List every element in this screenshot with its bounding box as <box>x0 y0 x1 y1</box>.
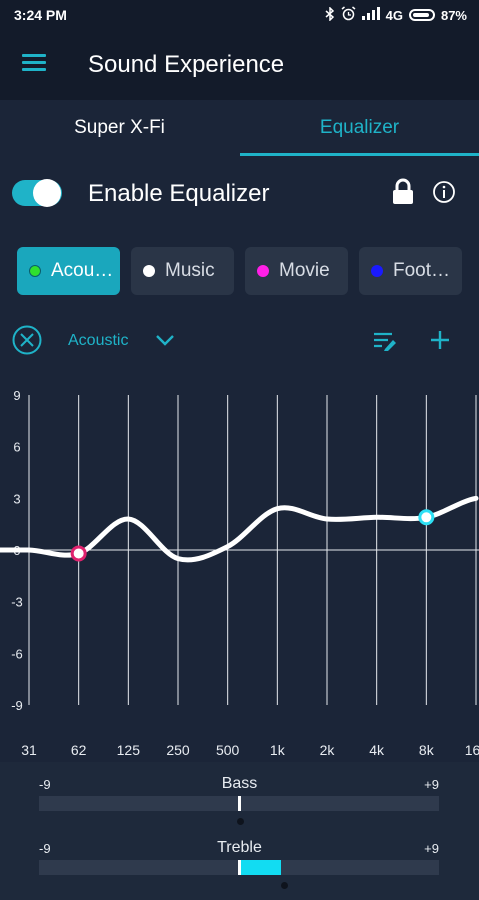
tone-slider-panel: -9 Bass +9 -9 Treble +9 <box>0 762 479 900</box>
preset-chip-movie[interactable]: Movie <box>245 247 348 295</box>
bass-max-label: +9 <box>424 777 439 792</box>
alarm-icon <box>341 6 356 24</box>
toggle-knob <box>33 179 61 207</box>
eq-response-curve <box>0 495 479 563</box>
gain-axis-label: -6 <box>11 646 23 661</box>
band-frequency-label: 4k <box>369 742 385 758</box>
preset-chip-music[interactable]: Music <box>131 247 234 295</box>
bass-center-dot <box>237 818 244 825</box>
preset-chip-label: Movie <box>279 260 330 281</box>
treble-min-label: -9 <box>39 841 51 856</box>
gain-axis-label: 3 <box>13 491 20 506</box>
tab-equalizer[interactable]: Equalizer <box>319 117 400 138</box>
preset-color-dot <box>371 265 383 277</box>
slider-center-marker <box>238 860 241 875</box>
bass-min-label: -9 <box>39 777 51 792</box>
edit-list-icon[interactable] <box>372 330 398 352</box>
info-icon[interactable] <box>432 180 456 204</box>
treble-slider[interactable] <box>39 860 439 875</box>
battery-icon <box>408 9 435 21</box>
gain-axis-label: 9 <box>13 388 20 403</box>
tab-bar: Super X-Fi Equalizer <box>0 100 479 156</box>
status-time: 3:24 PM <box>14 7 67 23</box>
preset-selector-row: Acoustic <box>0 320 479 360</box>
gain-axis-label: 6 <box>13 440 20 455</box>
band-frequency-label: 31 <box>21 742 37 758</box>
band-frequency-label: 125 <box>117 742 141 758</box>
eq-band-handle[interactable] <box>70 545 87 562</box>
chevron-down-icon[interactable] <box>154 330 176 350</box>
preset-chip-label: Music <box>165 260 215 281</box>
network-type: 4G <box>385 7 403 23</box>
gain-axis-label: -9 <box>11 698 23 713</box>
enable-equalizer-toggle[interactable] <box>12 179 62 207</box>
enable-equalizer-label: Enable Equalizer <box>88 180 270 207</box>
treble-label: Treble <box>217 839 262 856</box>
treble-max-label: +9 <box>424 841 439 856</box>
app-title: Sound Experience <box>88 51 285 78</box>
preset-color-dot <box>143 265 155 277</box>
preset-color-dot <box>257 265 269 277</box>
reset-preset-icon[interactable] <box>12 325 42 355</box>
band-frequency-label: 8k <box>419 742 435 758</box>
band-frequency-label: 16k <box>465 742 479 758</box>
band-frequency-label: 2k <box>320 742 336 758</box>
active-tab-indicator <box>240 153 479 156</box>
treble-value-dot <box>281 882 288 889</box>
bass-label: Bass <box>221 775 258 792</box>
band-frequency-label: 250 <box>166 742 190 758</box>
bluetooth-icon <box>325 5 335 24</box>
signal-icon <box>361 7 380 23</box>
preset-chip-row: Acou… Music Movie Foot… <box>0 247 479 295</box>
slider-center-marker <box>238 796 241 811</box>
add-preset-icon[interactable] <box>428 328 452 352</box>
lock-icon[interactable] <box>390 178 416 206</box>
status-icons: 4G 87% <box>325 5 467 24</box>
bass-slider[interactable] <box>39 796 439 811</box>
band-frequency-label: 62 <box>71 742 87 758</box>
preset-chip-label: Acou… <box>51 260 114 281</box>
gain-axis-label: -3 <box>11 595 23 610</box>
band-frequency-label: 1k <box>270 742 286 758</box>
battery-percent: 87% <box>440 7 467 23</box>
app-bar: Sound Experience <box>0 30 479 100</box>
preset-chip-acoustic[interactable]: Acou… <box>17 247 120 295</box>
preset-dropdown-value[interactable]: Acoustic <box>68 332 129 349</box>
slider-fill <box>239 860 282 875</box>
preset-chip-football[interactable]: Foot… <box>359 247 462 295</box>
band-frequency-label: 500 <box>216 742 240 758</box>
preset-chip-label: Foot… <box>393 260 451 281</box>
preset-color-dot <box>29 265 41 277</box>
tab-super-x-fi[interactable]: Super X-Fi <box>74 117 165 138</box>
eq-band-handle[interactable] <box>418 509 435 526</box>
hamburger-menu-icon[interactable] <box>22 54 46 72</box>
status-bar: 3:24 PM 4G 87% <box>0 0 479 30</box>
